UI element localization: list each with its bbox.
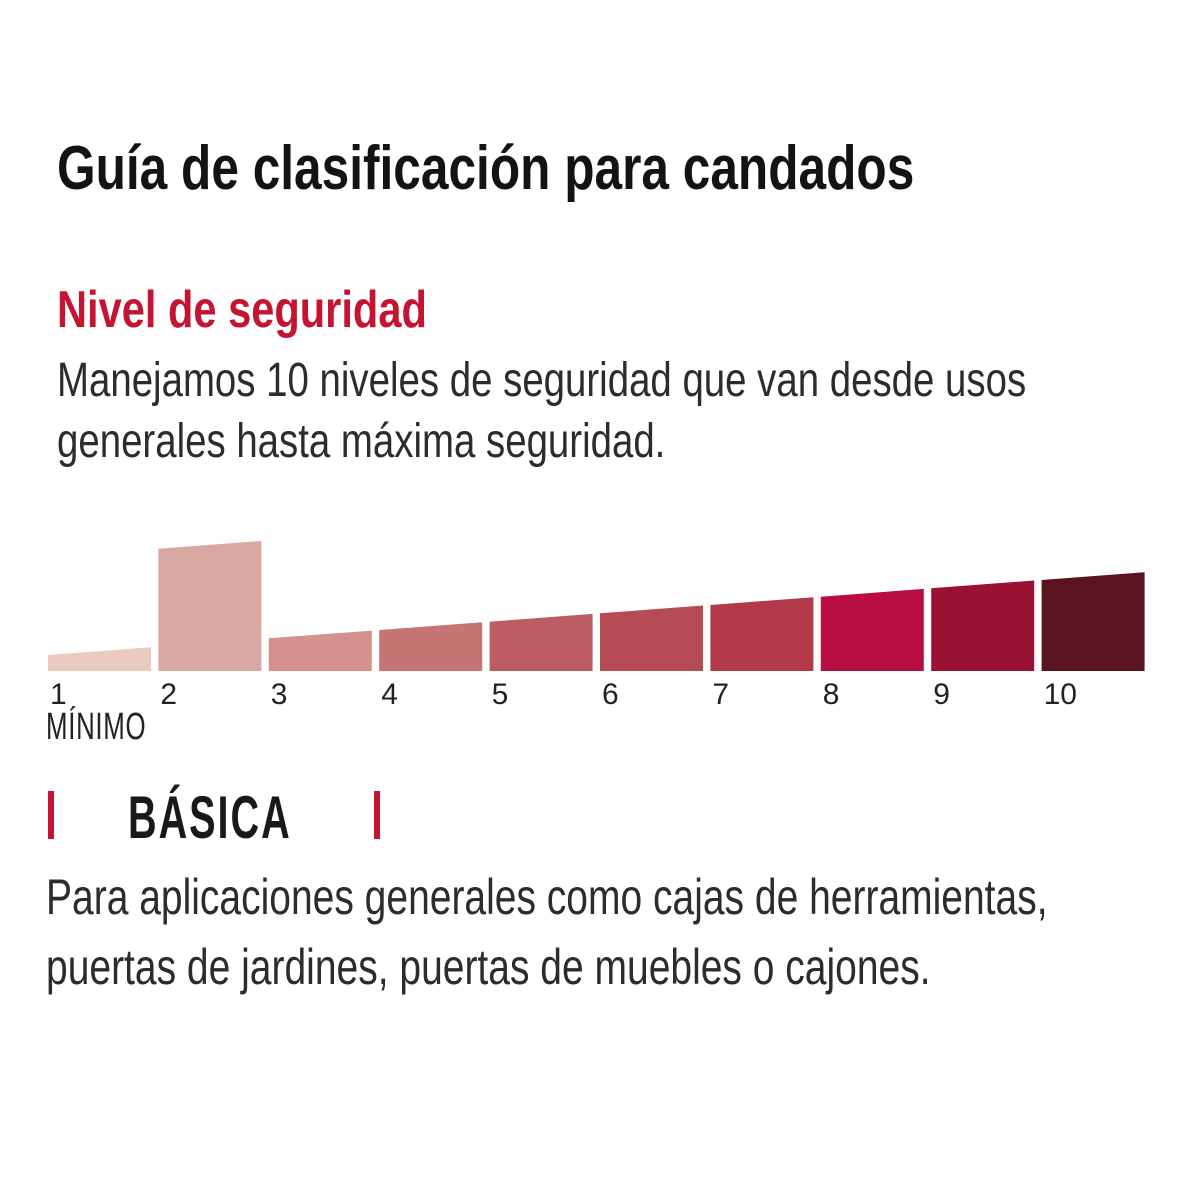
security-level-tick-9: 9	[933, 678, 950, 711]
security-level-bar-8	[820, 588, 924, 671]
security-level-bar-9	[931, 580, 1035, 671]
security-level-bar-7	[710, 597, 814, 671]
security-level-bar-5	[489, 613, 593, 671]
rating-left-tick	[48, 791, 54, 839]
security-level-bar-6	[600, 605, 703, 671]
security-level-bar-10	[1041, 572, 1145, 671]
security-level-tick-3: 3	[271, 678, 288, 711]
security-level-chart: 1 2 3 4 5 6 7 8 9 10 MÍNIMO	[0, 530, 1200, 750]
page-title: Guía de clasificación para candados	[57, 134, 915, 203]
security-level-bar-3	[268, 630, 372, 671]
description-line: Manejamos 10 niveles de seguridad que va…	[57, 354, 1027, 407]
security-level-tick-6: 6	[602, 678, 619, 711]
security-level-heading: Nivel de seguridad	[57, 281, 427, 339]
description-line: Para aplicaciones generales como cajas d…	[46, 869, 1048, 925]
description-line: puertas de jardines, puertas de muebles …	[46, 939, 931, 995]
security-level-tick-7: 7	[712, 678, 729, 711]
security-level-tick-4: 4	[381, 678, 398, 711]
security-level-tick-8: 8	[823, 678, 840, 711]
security-level-bar-2	[158, 540, 262, 671]
security-level-tick-1: 1	[50, 678, 67, 711]
security-level-bars: 1 2 3 4 5 6 7 8 9 10	[48, 540, 1145, 711]
rating-right-tick	[374, 791, 380, 839]
rating-label: BÁSICA	[128, 784, 292, 851]
security-level-description: Manejamos 10 niveles de seguridad que va…	[57, 350, 1200, 472]
security-level-bar-1	[48, 647, 151, 671]
security-level-tick-5: 5	[492, 678, 509, 711]
security-level-tick-10: 10	[1044, 678, 1077, 711]
security-level-bar-4	[379, 622, 483, 671]
minimum-axis-label: MÍNIMO	[46, 706, 147, 748]
rating-description: Para aplicaciones generales como cajas d…	[46, 862, 1200, 1002]
security-level-tick-2: 2	[160, 678, 177, 711]
description-line: generales hasta máxima seguridad.	[57, 415, 666, 468]
